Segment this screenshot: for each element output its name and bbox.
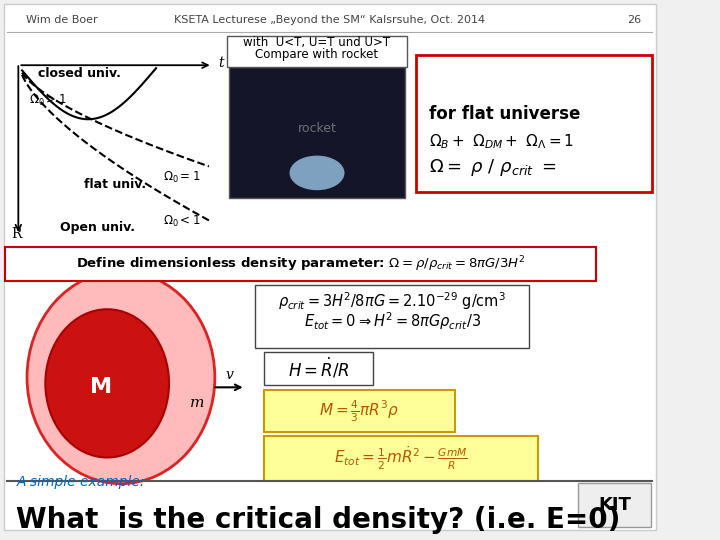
- Text: for flat universe: for flat universe: [429, 105, 580, 123]
- FancyBboxPatch shape: [416, 55, 652, 192]
- Text: with  U<T, U=T und U>T: with U<T, U=T und U>T: [243, 36, 390, 49]
- Ellipse shape: [27, 271, 215, 484]
- Text: rocket: rocket: [297, 122, 336, 135]
- Text: $\Omega_0 = 1$: $\Omega_0 = 1$: [163, 170, 201, 185]
- Text: $\rho_{crit}=3H^2/8\pi G=2.10^{-29}\ \mathrm{g/cm}^3$: $\rho_{crit}=3H^2/8\pi G=2.10^{-29}\ \ma…: [278, 291, 506, 312]
- Text: closed univ.: closed univ.: [38, 67, 122, 80]
- Text: $H=\dot{R}/R$: $H=\dot{R}/R$: [288, 356, 350, 381]
- Text: flat univ.: flat univ.: [84, 178, 146, 191]
- Ellipse shape: [289, 156, 344, 190]
- Text: Open univ.: Open univ.: [60, 221, 135, 234]
- Text: KSETA Lecturese „Beyond the SM“ Kalsrsuhe, Oct. 2014: KSETA Lecturese „Beyond the SM“ Kalsrsuh…: [174, 15, 485, 25]
- Text: $M = \frac{4}{3}\pi R^3\rho$: $M = \frac{4}{3}\pi R^3\rho$: [319, 399, 400, 424]
- FancyBboxPatch shape: [229, 67, 405, 198]
- Text: Compare with rocket: Compare with rocket: [256, 48, 379, 61]
- FancyBboxPatch shape: [4, 4, 656, 530]
- FancyBboxPatch shape: [264, 390, 455, 432]
- FancyBboxPatch shape: [6, 247, 595, 281]
- Text: M: M: [90, 377, 112, 397]
- Text: t: t: [218, 56, 224, 70]
- Text: $\Omega_0 > 1$: $\Omega_0 > 1$: [30, 93, 67, 109]
- Text: $\Omega_0 < 1$: $\Omega_0 < 1$: [163, 214, 201, 229]
- FancyBboxPatch shape: [228, 36, 407, 67]
- Text: Wim de Boer: Wim de Boer: [26, 15, 97, 25]
- FancyBboxPatch shape: [255, 285, 528, 348]
- Text: $\Omega_B+\ \Omega_{DM}+\ \Omega_\Lambda=1$: $\Omega_B+\ \Omega_{DM}+\ \Omega_\Lambda…: [429, 132, 574, 151]
- Text: Define dimensionless density parameter: $\Omega=\rho/\rho_{crit}=8\pi G/3H^2$: Define dimensionless density parameter: …: [76, 254, 526, 274]
- Text: v: v: [225, 368, 233, 382]
- FancyBboxPatch shape: [264, 436, 538, 481]
- Ellipse shape: [45, 309, 169, 457]
- FancyBboxPatch shape: [578, 483, 652, 526]
- Text: m: m: [190, 396, 204, 410]
- Text: 26: 26: [627, 15, 642, 25]
- Text: $\Omega=\ \rho\ /\ \rho_{crit}\ =$: $\Omega=\ \rho\ /\ \rho_{crit}\ =$: [429, 158, 557, 179]
- Text: What  is the critical density? (i.e. E=0): What is the critical density? (i.e. E=0): [17, 506, 621, 534]
- Text: R: R: [12, 227, 22, 241]
- Text: $E_{tot} = \frac{1}{2}m\dot{R}^2 - \frac{GmM}{R}$: $E_{tot} = \frac{1}{2}m\dot{R}^2 - \frac…: [334, 445, 468, 472]
- Text: A simple example:: A simple example:: [17, 475, 145, 489]
- Text: $E_{tot}=0 \Rightarrow H^2=8\pi G\rho_{crit}/3$: $E_{tot}=0 \Rightarrow H^2=8\pi G\rho_{c…: [304, 310, 481, 332]
- Text: KIT: KIT: [598, 496, 631, 514]
- FancyBboxPatch shape: [264, 352, 373, 386]
